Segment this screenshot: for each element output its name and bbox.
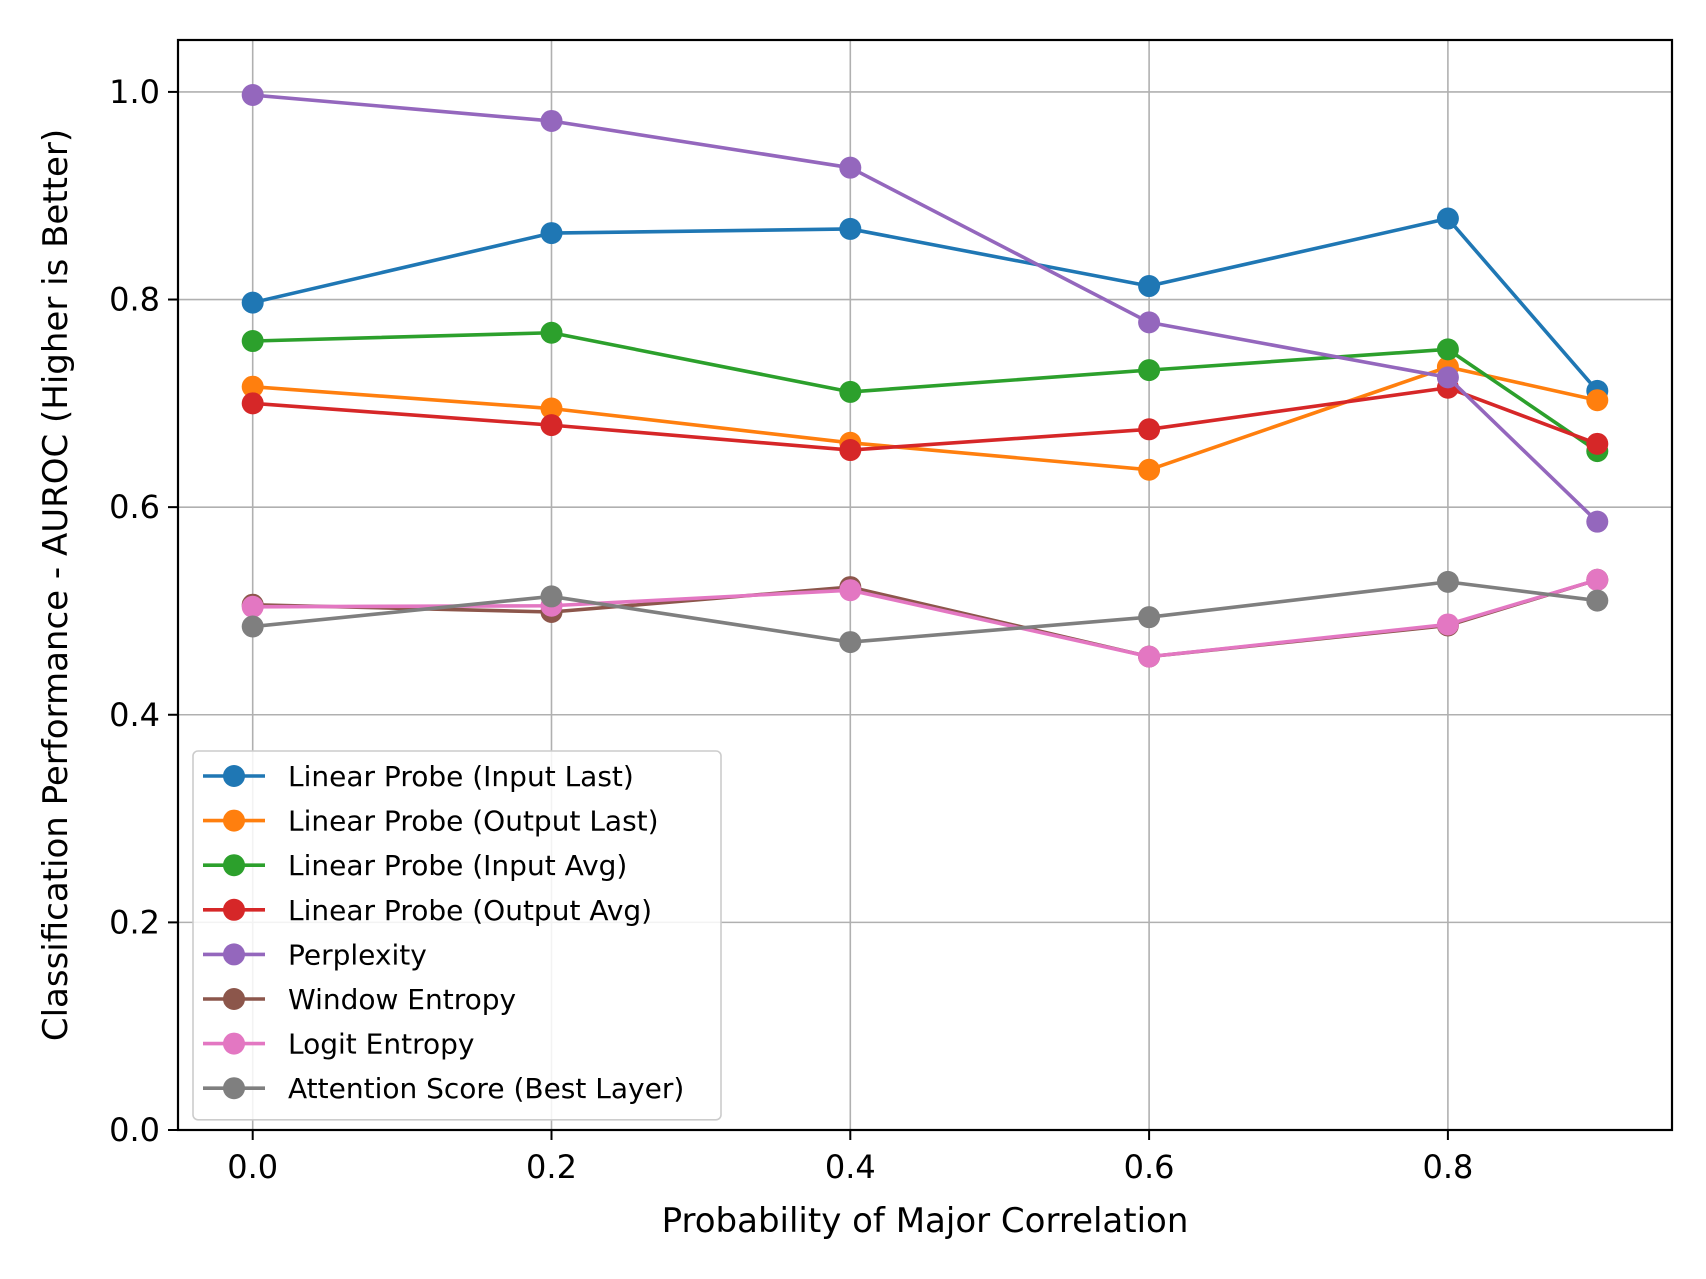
legend-label: Linear Probe (Input Avg) xyxy=(288,849,627,882)
series-line xyxy=(252,578,1598,659)
series-line xyxy=(252,365,1598,472)
data-point xyxy=(839,439,862,462)
data-point xyxy=(1436,366,1459,389)
legend-label: Logit Entropy xyxy=(288,1028,474,1061)
data-point xyxy=(1436,338,1459,361)
series-line xyxy=(252,385,1598,452)
data-point xyxy=(540,414,563,437)
x-tick-label: 0.4 xyxy=(825,1148,876,1186)
data-point xyxy=(839,380,862,403)
data-point xyxy=(540,109,563,132)
legend-label: Linear Probe (Input Last) xyxy=(288,760,634,793)
x-tick-label: 0.0 xyxy=(227,1148,278,1186)
legend-entry: Linear Probe (Output Last) xyxy=(203,805,659,838)
series-line xyxy=(252,580,1598,644)
series-group xyxy=(241,84,1609,668)
data-point xyxy=(241,392,264,415)
data-point xyxy=(1586,510,1609,533)
legend-marker xyxy=(223,1077,245,1100)
legend-entry: Perplexity xyxy=(203,938,427,971)
legend-box xyxy=(192,750,722,1121)
y-tick-label: 0.0 xyxy=(109,1111,160,1149)
data-point xyxy=(241,84,264,107)
series-line xyxy=(252,216,1599,393)
y-tick-label: 0.8 xyxy=(109,281,160,319)
series-2 xyxy=(241,321,1609,463)
y-axis-label: Classification Performance - AUROC (High… xyxy=(36,129,76,1041)
x-axis-label: Probability of Major Correlation xyxy=(662,1201,1189,1241)
data-point xyxy=(1138,275,1161,298)
data-point xyxy=(1138,418,1161,441)
legend-entry: Linear Probe (Input Avg) xyxy=(203,849,627,882)
series-4 xyxy=(241,84,1609,533)
legend-label: Attention Score (Best Layer) xyxy=(288,1072,684,1105)
x-tick-label: 0.2 xyxy=(526,1148,577,1186)
y-tick-label: 0.6 xyxy=(109,488,160,526)
data-point xyxy=(1586,568,1609,591)
data-point xyxy=(1138,645,1161,668)
data-point xyxy=(241,375,264,398)
plot-frame xyxy=(176,38,1674,1132)
legend-entry: Logit Entropy xyxy=(203,1028,474,1061)
legend-entry: Linear Probe (Output Avg) xyxy=(203,894,652,927)
data-point xyxy=(241,291,264,314)
legend-entry: Linear Probe (Input Last) xyxy=(203,760,634,793)
legend-marker xyxy=(223,943,245,966)
legend-marker xyxy=(223,809,245,832)
data-point xyxy=(1138,311,1161,334)
data-point xyxy=(1586,432,1609,455)
data-point xyxy=(540,222,563,245)
x-tick-label: 0.6 xyxy=(1124,1148,1175,1186)
data-point xyxy=(241,595,264,618)
legend-marker xyxy=(223,898,245,921)
legend: Linear Probe (Input Last) Linear Probe (O… xyxy=(192,750,722,1121)
legend-entry: Attention Score (Best Layer) xyxy=(203,1072,684,1105)
y-tick-label: 0.2 xyxy=(109,903,160,941)
data-point xyxy=(839,579,862,602)
data-point xyxy=(1436,570,1459,593)
data-point xyxy=(1436,613,1459,636)
x-tick-label: 0.8 xyxy=(1422,1148,1473,1186)
data-point xyxy=(1436,207,1459,230)
data-point xyxy=(241,330,264,353)
legend-marker xyxy=(223,854,245,877)
legend-label: Window Entropy xyxy=(288,983,516,1016)
data-point xyxy=(540,585,563,608)
data-point xyxy=(1138,606,1161,629)
data-point xyxy=(839,217,862,240)
data-point xyxy=(839,631,862,654)
data-point xyxy=(1586,589,1609,612)
data-point xyxy=(839,156,862,179)
legend-label: Perplexity xyxy=(288,938,427,971)
y-tick-label: 0.4 xyxy=(109,696,160,734)
series-line xyxy=(252,330,1599,453)
data-point xyxy=(241,615,264,638)
legend-entry: Window Entropy xyxy=(203,983,516,1016)
legend-marker xyxy=(223,765,245,787)
legend-marker xyxy=(223,988,245,1010)
legend-marker xyxy=(223,1032,245,1055)
data-point xyxy=(540,321,563,344)
y-tick-label: 1.0 xyxy=(109,73,160,111)
data-point xyxy=(1586,389,1609,412)
series-7 xyxy=(241,570,1609,654)
legend-label: Linear Probe (Output Last) xyxy=(288,805,659,838)
data-point xyxy=(1138,458,1161,481)
ticks: 0.0 0.2 0.4 0.6 0.8 0.0 0.2 0.4 0.6 0.8 1.0 xyxy=(109,73,1473,1186)
data-point xyxy=(1138,359,1161,382)
data-point xyxy=(540,397,563,420)
series-line xyxy=(252,93,1599,523)
legend-label: Linear Probe (Output Avg) xyxy=(288,894,652,927)
